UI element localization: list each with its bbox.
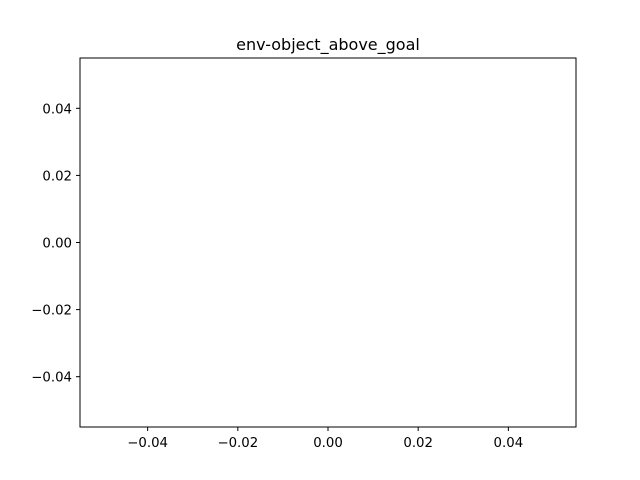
y-tick-label: 0.00 [42, 237, 72, 252]
x-tick-label: 0.04 [494, 436, 524, 451]
y-axis: −0.04 −0.02 0.00 0.02 0.04 [31, 102, 80, 386]
plot-area-frame [79, 57, 577, 428]
x-tick-label: −0.02 [217, 436, 258, 451]
x-tick-label: −0.04 [127, 436, 168, 451]
x-axis: −0.04 −0.02 0.00 0.02 0.04 [127, 427, 523, 451]
y-tick-label: −0.04 [31, 371, 72, 386]
x-tick-label: 0.02 [403, 436, 433, 451]
chart-title: env-object_above_goal [236, 35, 420, 55]
y-tick-label: −0.02 [31, 304, 72, 319]
y-tick-label: 0.02 [42, 169, 72, 184]
y-tick-label: 0.04 [42, 102, 72, 117]
x-tick-label: 0.00 [313, 436, 343, 451]
